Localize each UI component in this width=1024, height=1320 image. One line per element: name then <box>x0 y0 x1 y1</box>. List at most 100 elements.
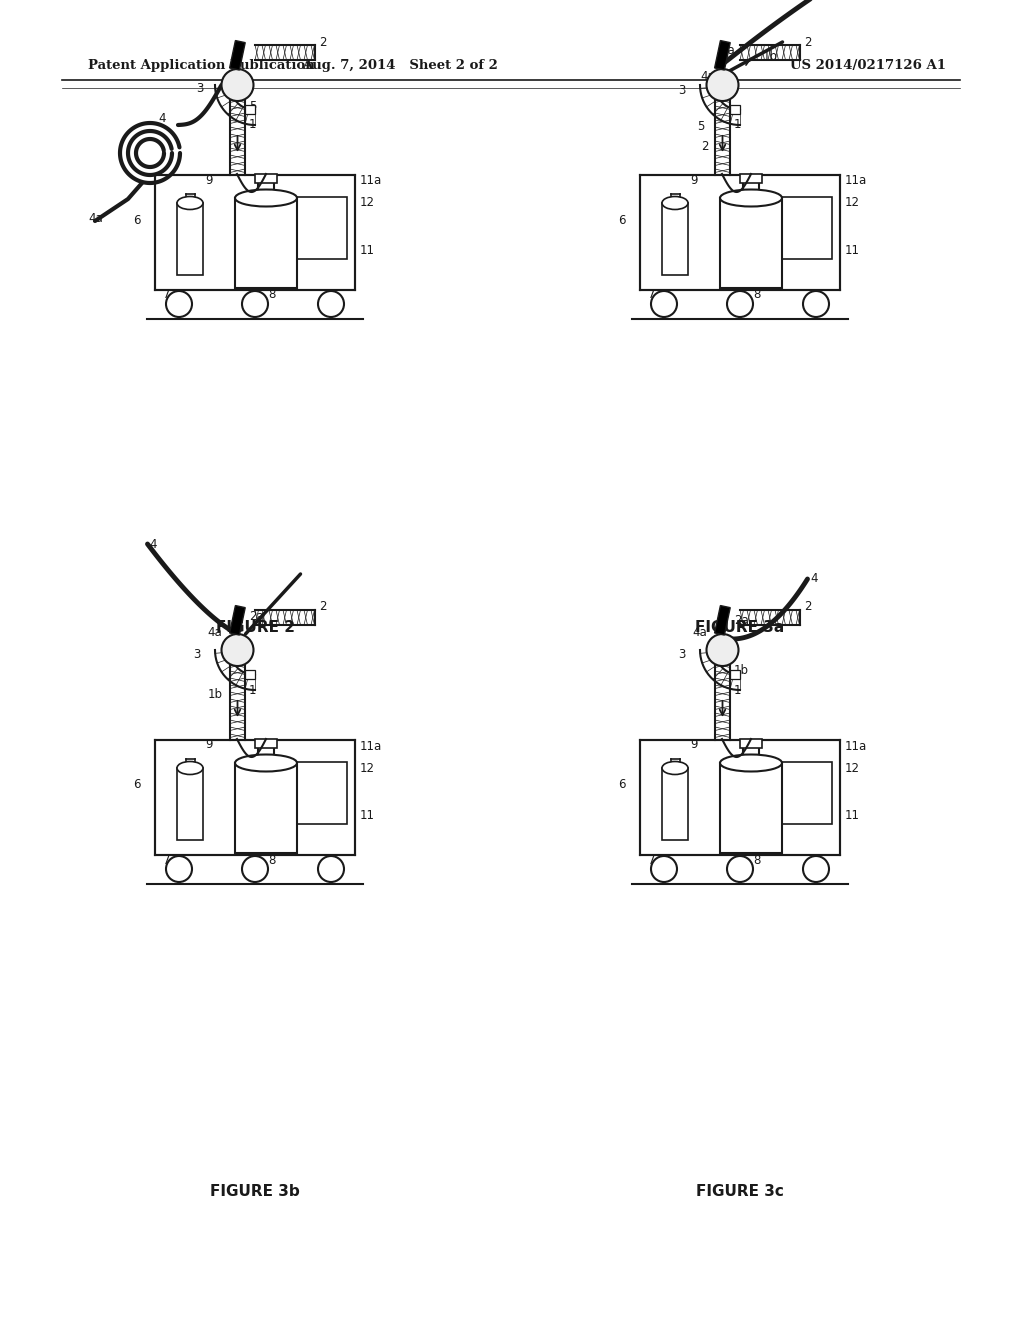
Text: 5: 5 <box>249 100 256 114</box>
Text: 9: 9 <box>205 738 213 751</box>
Ellipse shape <box>177 762 203 775</box>
Bar <box>640 741 840 855</box>
Text: FIGURE 3b: FIGURE 3b <box>210 1184 300 1200</box>
Circle shape <box>221 69 254 102</box>
Circle shape <box>651 855 677 882</box>
Text: 9: 9 <box>690 173 697 186</box>
Bar <box>730 106 740 114</box>
Text: 6: 6 <box>133 214 140 227</box>
Text: 11a: 11a <box>845 739 867 752</box>
Circle shape <box>221 634 254 667</box>
Bar <box>229 41 245 70</box>
Text: 1: 1 <box>249 119 256 132</box>
Circle shape <box>166 855 193 882</box>
Bar <box>177 203 203 275</box>
Ellipse shape <box>662 762 688 775</box>
Circle shape <box>242 855 268 882</box>
Circle shape <box>727 855 753 882</box>
Bar <box>255 739 278 748</box>
Circle shape <box>166 290 193 317</box>
Text: 4: 4 <box>811 573 818 586</box>
Text: 7: 7 <box>163 854 171 866</box>
Text: 2: 2 <box>804 601 811 614</box>
Bar <box>234 198 297 288</box>
Text: 4a: 4a <box>700 70 715 83</box>
Text: 12: 12 <box>360 762 375 775</box>
Circle shape <box>318 855 344 882</box>
Text: 3: 3 <box>197 82 204 95</box>
Bar <box>730 671 740 678</box>
Bar <box>287 197 347 259</box>
Text: 1: 1 <box>734 684 741 697</box>
Bar <box>720 198 782 288</box>
Circle shape <box>318 290 344 317</box>
Text: 5: 5 <box>697 120 705 133</box>
Text: 12: 12 <box>845 762 860 775</box>
Ellipse shape <box>234 190 297 206</box>
Text: 12: 12 <box>845 197 860 210</box>
Ellipse shape <box>720 755 782 771</box>
Text: 2a: 2a <box>721 45 735 58</box>
Bar <box>229 606 245 635</box>
Bar <box>234 763 297 853</box>
Text: 9: 9 <box>690 738 697 751</box>
Text: 1: 1 <box>734 119 741 132</box>
Text: 11: 11 <box>360 809 375 822</box>
Text: 11a: 11a <box>845 174 867 187</box>
Text: 1b: 1b <box>763 50 778 63</box>
Text: FIGURE 2: FIGURE 2 <box>215 620 295 635</box>
Text: 4: 4 <box>150 537 157 550</box>
Bar <box>662 203 688 275</box>
Bar <box>155 741 355 855</box>
Ellipse shape <box>720 190 782 206</box>
Bar <box>740 174 762 183</box>
Text: 1b: 1b <box>208 689 223 701</box>
Text: 3: 3 <box>194 648 201 661</box>
Circle shape <box>727 290 753 317</box>
Text: 8: 8 <box>268 854 275 866</box>
Text: FIGURE 3a: FIGURE 3a <box>695 620 784 635</box>
Circle shape <box>707 634 738 667</box>
Circle shape <box>242 290 268 317</box>
Text: 11: 11 <box>845 244 860 257</box>
Bar <box>245 106 255 114</box>
Text: Patent Application Publication: Patent Application Publication <box>88 59 314 73</box>
Text: FIGURE 3c: FIGURE 3c <box>696 1184 784 1200</box>
Text: 3: 3 <box>679 648 686 661</box>
Text: 12: 12 <box>360 197 375 210</box>
Bar <box>720 763 782 853</box>
Circle shape <box>651 290 677 317</box>
Text: 4: 4 <box>158 111 166 124</box>
Text: 7: 7 <box>163 289 171 301</box>
Text: 4a: 4a <box>692 626 708 639</box>
Text: 1b: 1b <box>734 664 749 676</box>
Text: 11a: 11a <box>360 174 382 187</box>
Text: 11: 11 <box>845 809 860 822</box>
Bar <box>177 768 203 840</box>
Bar <box>640 176 840 290</box>
Text: 9: 9 <box>205 173 213 186</box>
Bar <box>740 739 762 748</box>
Text: 2: 2 <box>319 36 327 49</box>
Text: 6: 6 <box>618 779 626 792</box>
Text: US 2014/0217126 A1: US 2014/0217126 A1 <box>790 59 946 73</box>
Text: 8: 8 <box>753 854 761 866</box>
Text: Aug. 7, 2014   Sheet 2 of 2: Aug. 7, 2014 Sheet 2 of 2 <box>302 59 498 73</box>
Bar <box>155 176 355 290</box>
Text: 8: 8 <box>268 289 275 301</box>
Ellipse shape <box>662 197 688 210</box>
Text: 6: 6 <box>618 214 626 227</box>
Bar <box>772 762 831 824</box>
Text: 1: 1 <box>249 684 256 697</box>
Circle shape <box>803 855 829 882</box>
Text: 11a: 11a <box>360 739 382 752</box>
Text: 4a: 4a <box>208 626 222 639</box>
Ellipse shape <box>234 755 297 771</box>
Text: 4a: 4a <box>88 211 102 224</box>
Text: 7: 7 <box>648 854 655 866</box>
Text: 2: 2 <box>319 601 327 614</box>
Text: 2a: 2a <box>734 615 750 627</box>
Circle shape <box>803 290 829 317</box>
Text: 11: 11 <box>360 244 375 257</box>
Text: 2a: 2a <box>250 610 264 623</box>
